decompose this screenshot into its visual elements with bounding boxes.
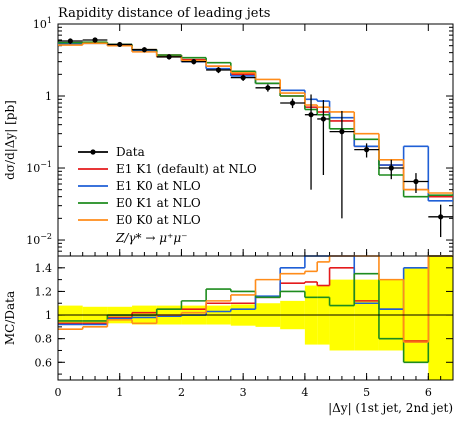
main-series-group: [58, 41, 453, 202]
legend-label: E1 K0 at NLO: [116, 179, 201, 193]
data-point: [339, 129, 345, 135]
data-point: [438, 214, 444, 220]
main-y-tick-exponent: −1: [40, 160, 52, 169]
data-point: [363, 147, 370, 153]
data-point: [308, 112, 314, 118]
legend-label: E0 K0 at NLO: [116, 213, 201, 227]
data-point: [92, 37, 98, 43]
ratio-y-tick-label: 0.8: [35, 333, 53, 346]
ratio-panel: 0.6 0.8 1 1.2 1.4 0 1 2 3 4 5 6 MC/Data |Δy| (1st …: [3, 255, 454, 415]
data-point: [413, 178, 419, 185]
data-point: [117, 41, 123, 48]
main-data-points: [58, 37, 453, 238]
main-y-tick-exponent: 1: [47, 16, 52, 25]
data-point: [67, 38, 73, 44]
data-point: [166, 54, 172, 60]
main-y-axis-label: dσ/d|Δy| [pb]: [3, 100, 17, 180]
ratio-x-tick-label: 6: [425, 386, 432, 399]
x-axis-label: |Δy| (1st jet, 2nd jet): [328, 401, 453, 415]
main-y-tick-label: 1: [45, 90, 52, 103]
main-y-tick-label: 10−1: [26, 160, 52, 175]
data-point: [141, 47, 148, 53]
main-y-tick-label: 101: [33, 16, 52, 31]
ratio-x-tick-label: 5: [363, 386, 370, 399]
ratio-y-tick-label: 0.6: [35, 356, 53, 369]
chart-title: Rapidity distance of leading jets: [58, 6, 270, 21]
data-point: [215, 67, 222, 73]
legend-label: E0 K1 at NLO: [116, 196, 201, 210]
legend-marker: [90, 149, 96, 155]
ratio-x-tick-label: 3: [240, 386, 247, 399]
ratio-y-axis-label: MC/Data: [3, 291, 17, 345]
ratio-mc-series: [58, 255, 453, 344]
ratio-y-tick-label: 1.4: [35, 262, 53, 275]
data-point: [320, 116, 326, 122]
legend-process-label: Z/γ* → μ⁺μ⁻: [115, 231, 188, 245]
ratio-y-tick-label: 1: [45, 309, 52, 322]
main-y-tick-exponent: −2: [40, 232, 52, 241]
ratio-y-tick-label: 1.2: [35, 285, 53, 298]
ratio-x-tick-label: 4: [301, 386, 308, 399]
main-mc-series: [58, 42, 453, 194]
ratio-x-tick-label: 0: [55, 386, 62, 399]
main-y-tick-label: 10−2: [26, 232, 52, 247]
data-point: [388, 165, 394, 171]
data-point: [240, 75, 246, 81]
legend-label: Data: [116, 145, 145, 159]
data-point: [191, 59, 197, 65]
legend: Data E1 K1 (default) at NLO E1 K0 at NLO E0…: [78, 145, 257, 245]
main-x-ticks: [57, 24, 442, 256]
data-point: [289, 100, 296, 106]
ratio-y-ticks: 0.6 0.8 1 1.2 1.4: [35, 262, 453, 375]
ratio-x-tick-label: 1: [116, 386, 123, 399]
main-mc-series: [58, 42, 453, 202]
ratio-x-ticks: 0 1 2 3 4 5 6: [55, 373, 442, 399]
legend-label: E1 K1 (default) at NLO: [116, 162, 257, 176]
data-point: [265, 85, 271, 91]
ratio-band-bin: [428, 256, 453, 380]
ratio-x-tick-label: 2: [178, 386, 185, 399]
